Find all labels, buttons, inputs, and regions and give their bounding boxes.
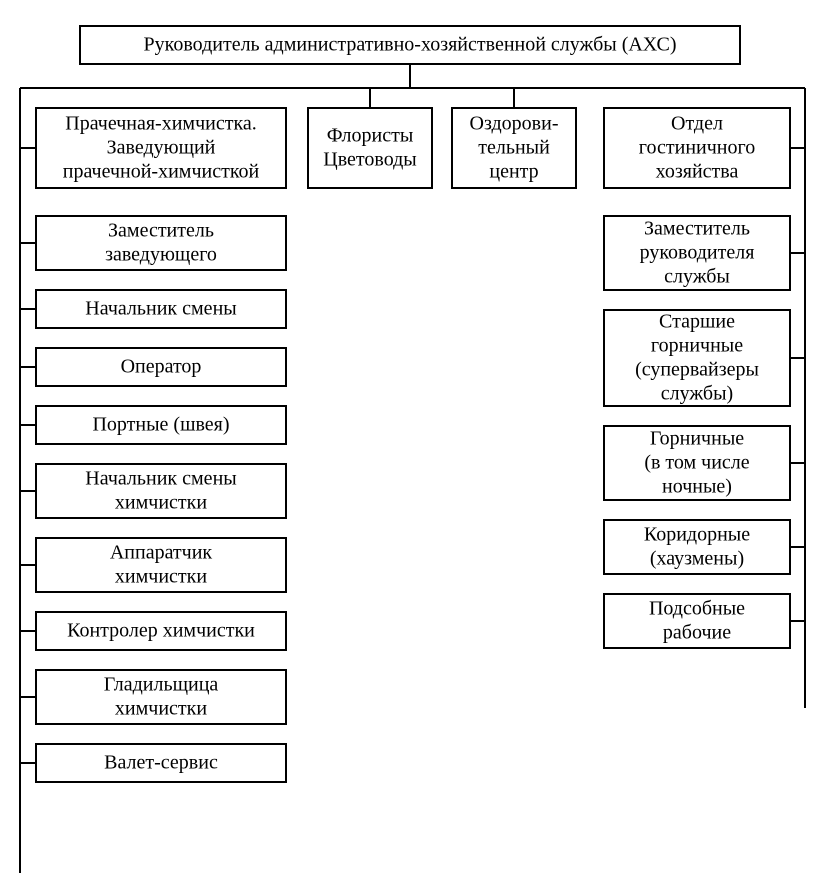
- valet-box: Валет-сервис: [36, 744, 286, 782]
- org-chart: Руководитель административно-хозяйственн…: [0, 0, 823, 887]
- deputy-service-label: руководителя: [640, 242, 755, 264]
- controller-label: Контролер химчистки: [67, 620, 255, 642]
- apparatchik-label: химчистки: [115, 566, 207, 588]
- deputy-head-label: Заместитель: [108, 220, 214, 242]
- operator-label: Оператор: [121, 356, 202, 378]
- corridor-label: Коридорные: [644, 524, 750, 546]
- deputy-head-label: заведующего: [105, 244, 217, 266]
- senior-maids-label: горничные: [651, 335, 743, 357]
- deputy-head-box: Заместительзаведующего: [36, 216, 286, 270]
- laundry-head-label: Прачечная-химчистка.: [65, 113, 256, 135]
- tailors-label: Портные (швея): [92, 414, 229, 436]
- florists-box: ФлористыЦветоводы: [308, 108, 432, 188]
- maids-box: Горничные(в том численочные): [604, 426, 790, 500]
- wellness-label: центр: [489, 161, 538, 183]
- senior-maids-label: службы): [661, 383, 733, 405]
- deputy-service-label: Заместитель: [644, 218, 750, 240]
- root-box: Руководитель административно-хозяйственн…: [80, 26, 740, 64]
- laundry-head-label: прачечной-химчисткой: [63, 161, 260, 183]
- maids-label: Горничные: [650, 428, 744, 450]
- laundry-head-box: Прачечная-химчистка.Заведующийпрачечной-…: [36, 108, 286, 188]
- shift-chief-box: Начальник смены: [36, 290, 286, 328]
- maids-label: (в том числе: [644, 452, 749, 474]
- florists-label: Цветоводы: [323, 149, 416, 171]
- tailors-box: Портные (швея): [36, 406, 286, 444]
- senior-maids-label: Старшие: [659, 311, 735, 333]
- apparatchik-label: Аппаратчик: [110, 542, 213, 564]
- deputy-service-box: Заместительруководителяслужбы: [604, 216, 790, 290]
- drycleaning-shift-label: Начальник смены: [85, 468, 236, 490]
- helpers-box: Подсобныерабочие: [604, 594, 790, 648]
- operator-box: Оператор: [36, 348, 286, 386]
- root-label: Руководитель административно-хозяйственн…: [144, 34, 677, 56]
- deputy-service-label: службы: [664, 266, 730, 288]
- helpers-label: рабочие: [663, 622, 731, 644]
- controller-box: Контролер химчистки: [36, 612, 286, 650]
- hotel-dept-label: хозяйства: [656, 161, 739, 183]
- drycleaning-shift-box: Начальник сменыхимчистки: [36, 464, 286, 518]
- laundry-head-label: Заведующий: [107, 137, 216, 159]
- senior-maids-label: (супервайзеры: [635, 359, 759, 381]
- apparatchik-box: Аппаратчикхимчистки: [36, 538, 286, 592]
- hotel-dept-label: гостиничного: [639, 137, 755, 159]
- ironer-box: Гладильщицахимчистки: [36, 670, 286, 724]
- hotel-dept-box: Отделгостиничногохозяйства: [604, 108, 790, 188]
- wellness-label: Оздорови-: [470, 113, 559, 135]
- hotel-dept-label: Отдел: [671, 113, 723, 135]
- ironer-label: химчистки: [115, 698, 207, 720]
- corridor-box: Коридорные(хаузмены): [604, 520, 790, 574]
- wellness-box: Оздорови-тельныйцентр: [452, 108, 576, 188]
- helpers-label: Подсобные: [649, 598, 745, 620]
- maids-label: ночные): [662, 476, 732, 498]
- florists-label: Флористы: [327, 125, 414, 147]
- corridor-label: (хаузмены): [650, 548, 744, 570]
- wellness-label: тельный: [478, 137, 550, 159]
- drycleaning-shift-label: химчистки: [115, 492, 207, 514]
- senior-maids-box: Старшиегорничные(супервайзерыслужбы): [604, 310, 790, 406]
- valet-label: Валет-сервис: [104, 752, 218, 774]
- shift-chief-label: Начальник смены: [85, 298, 236, 320]
- ironer-label: Гладильщица: [104, 674, 219, 696]
